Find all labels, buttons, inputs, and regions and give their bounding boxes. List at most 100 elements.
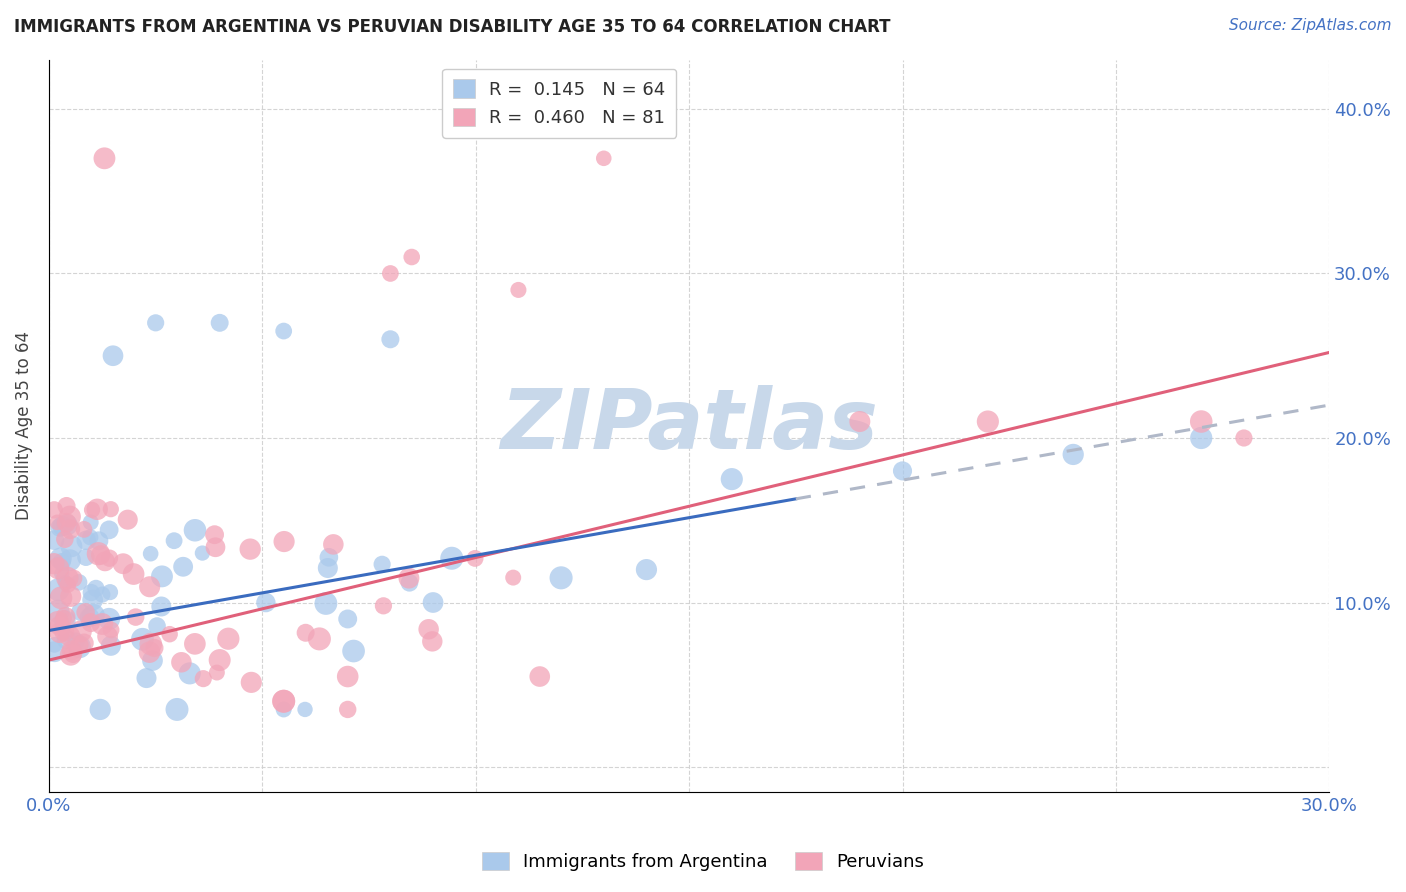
Point [59, 648, 82, 662]
Point [418, 622, 440, 636]
Point [138, 645, 160, 659]
Point [79, 516, 101, 530]
Y-axis label: Disability Age 35 to 64: Disability Age 35 to 64 [15, 331, 32, 520]
Point [97, 629, 120, 643]
Point [49, 591, 72, 605]
Point [336, 669, 359, 683]
Point [205, 665, 228, 680]
Point [75, 533, 97, 548]
Point [217, 632, 239, 646]
Point [891, 464, 914, 478]
Point [79, 610, 101, 624]
Point [44, 645, 66, 659]
Point [254, 596, 277, 610]
Point [56, 517, 79, 532]
Point [318, 550, 340, 565]
Point [240, 675, 263, 690]
Point [46, 615, 69, 629]
Point [75, 605, 97, 619]
Point [79, 530, 101, 544]
Point [73, 636, 96, 650]
Point [184, 523, 207, 537]
Point [60, 539, 83, 553]
Point [101, 349, 124, 363]
Point [398, 575, 420, 590]
Point [316, 561, 339, 575]
Point [208, 653, 231, 667]
Point [294, 702, 316, 716]
Point [273, 702, 295, 716]
Point [1189, 431, 1212, 445]
Point [98, 551, 121, 566]
Point [294, 625, 316, 640]
Point [42, 557, 65, 571]
Point [122, 567, 145, 582]
Point [208, 316, 231, 330]
Point [239, 542, 262, 557]
Point [117, 513, 139, 527]
Point [550, 571, 572, 585]
Point [98, 523, 121, 537]
Point [44, 638, 66, 652]
Point [59, 553, 82, 567]
Point [91, 588, 114, 602]
Point [977, 415, 1000, 429]
Point [1189, 415, 1212, 429]
Point [422, 595, 444, 609]
Point [86, 502, 108, 516]
Point [53, 614, 76, 628]
Point [98, 612, 121, 626]
Point [204, 540, 226, 554]
Point [464, 551, 486, 566]
Legend: R =  0.145   N = 64, R =  0.460   N = 81: R = 0.145 N = 64, R = 0.460 N = 81 [441, 69, 676, 138]
Point [60, 643, 83, 657]
Point [145, 316, 167, 330]
Point [93, 151, 115, 165]
Point [191, 546, 214, 560]
Point [80, 585, 103, 599]
Point [100, 639, 122, 653]
Point [100, 623, 122, 637]
Point [59, 522, 82, 536]
Point [440, 551, 463, 566]
Point [401, 250, 423, 264]
Point [720, 472, 742, 486]
Point [89, 702, 111, 716]
Point [592, 151, 614, 165]
Point [204, 527, 226, 541]
Point [87, 547, 110, 561]
Point [75, 550, 97, 565]
Point [273, 324, 295, 338]
Point [163, 533, 186, 548]
Point [46, 561, 69, 575]
Text: IMMIGRANTS FROM ARGENTINA VS PERUVIAN DISABILITY AGE 35 TO 64 CORRELATION CHART: IMMIGRANTS FROM ARGENTINA VS PERUVIAN DI… [14, 18, 890, 36]
Point [59, 590, 82, 604]
Point [398, 571, 420, 585]
Point [150, 569, 173, 583]
Point [420, 634, 443, 648]
Point [1062, 447, 1084, 461]
Point [52, 611, 75, 625]
Point [135, 671, 157, 685]
Point [91, 617, 114, 632]
Point [371, 558, 394, 572]
Point [59, 509, 82, 524]
Point [184, 637, 207, 651]
Point [48, 625, 70, 640]
Point [56, 571, 79, 585]
Point [48, 520, 70, 534]
Point [373, 599, 395, 613]
Point [146, 619, 169, 633]
Point [55, 516, 77, 530]
Point [67, 640, 90, 654]
Point [51, 566, 73, 581]
Point [166, 702, 188, 716]
Point [46, 516, 69, 530]
Point [138, 580, 160, 594]
Point [636, 563, 658, 577]
Point [44, 533, 66, 548]
Point [84, 582, 107, 596]
Point [529, 669, 551, 683]
Point [139, 637, 162, 651]
Point [70, 624, 93, 639]
